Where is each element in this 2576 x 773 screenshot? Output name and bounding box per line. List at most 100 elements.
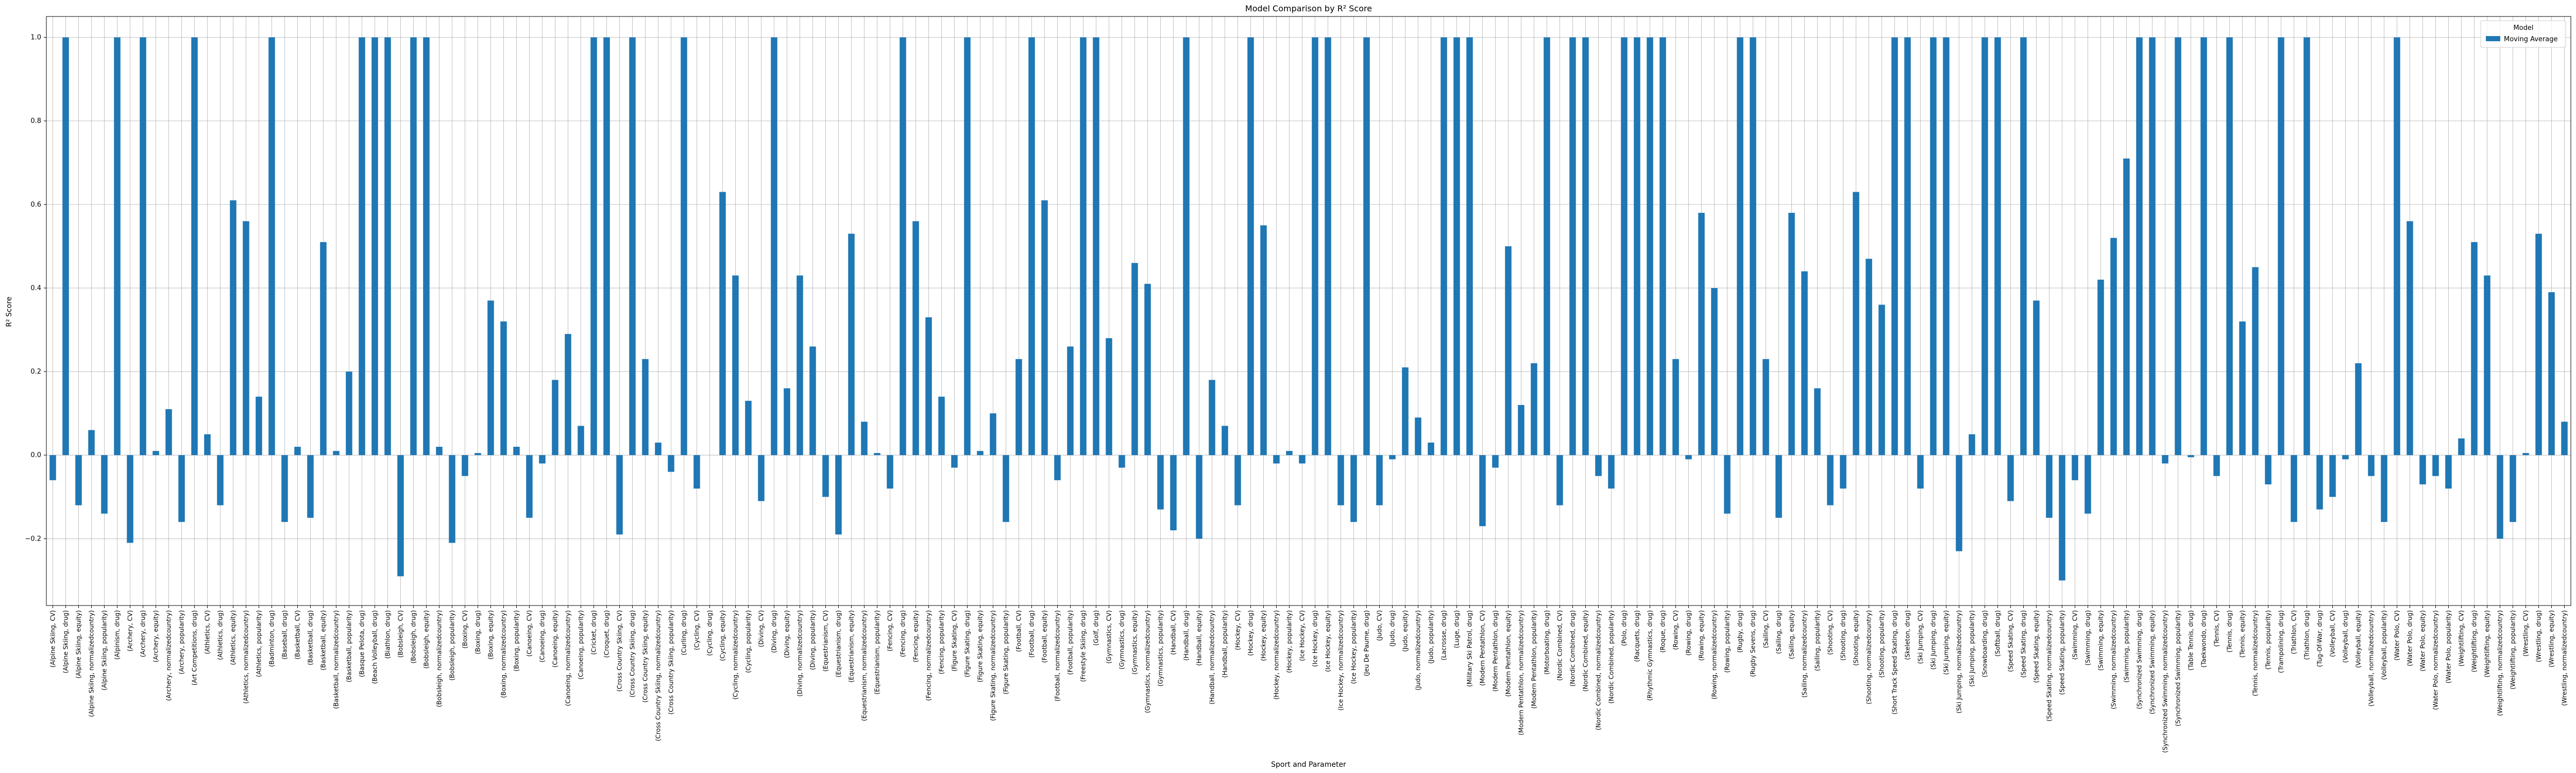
bar — [616, 455, 623, 535]
y-tick-label: 0.6 — [30, 201, 41, 209]
bar — [371, 37, 378, 456]
x-tick-label: (Diving, equity) — [784, 610, 791, 658]
x-tick-label: (Volleyball, drug) — [2342, 610, 2349, 663]
x-tick-label: (Modern Pentathlon, normalizedcountry) — [1518, 610, 1525, 735]
bar — [359, 37, 365, 456]
x-tick-label: (Athletics, drug) — [217, 610, 224, 660]
x-tick-label: (Badminton, drug) — [268, 610, 276, 667]
x-tick-label: (Equestrianism, popularity) — [874, 610, 881, 695]
bar — [2497, 455, 2503, 539]
x-tick-label: (Weightlifting, popularity) — [2510, 610, 2517, 690]
x-tick-label: (Bobsleigh, popularity) — [449, 610, 456, 681]
x-tick-label: (Tennis, popularity) — [2265, 610, 2272, 669]
legend-box — [2480, 20, 2566, 48]
x-tick-label: (Sailing, CV) — [1762, 610, 1770, 648]
x-tick-label: (Cross Country Skiing, equity) — [642, 610, 649, 702]
x-tick-label: (Athletics, CV) — [204, 610, 211, 654]
x-tick-label: (Cross Country Skiing, popularity) — [668, 610, 675, 715]
x-tick-label: (Ski Jumping, CV) — [1917, 610, 1924, 664]
bar — [1196, 455, 1202, 539]
bar — [1440, 37, 1447, 456]
x-tick-label: (Tennis, normalizedcountry) — [2252, 610, 2259, 696]
bar — [565, 334, 571, 456]
bar — [1917, 455, 1924, 489]
bar — [848, 233, 855, 456]
bar — [1054, 455, 1061, 480]
bar — [165, 409, 172, 456]
bar — [2278, 37, 2284, 456]
bar — [1544, 37, 1550, 456]
bar — [1724, 455, 1731, 514]
bar — [874, 453, 880, 456]
bar — [1788, 213, 1795, 456]
bar — [2213, 455, 2220, 476]
bar — [1234, 455, 1241, 506]
x-tick-label: (Figure Skating, drug) — [964, 610, 971, 677]
bar — [1080, 37, 1087, 456]
x-tick-label: (Speed Skating, equity) — [2033, 610, 2040, 683]
x-tick-label: (Rowing, equity) — [1698, 610, 1705, 661]
bar — [771, 37, 777, 456]
x-tick-label: (Judo, equity) — [1402, 610, 1409, 652]
x-tick-label: (Equestrianism, CV) — [822, 610, 829, 671]
bar — [191, 37, 198, 456]
bar — [1131, 263, 1138, 456]
x-tick-label: (Table Tennis, drug) — [2188, 610, 2195, 670]
bar — [861, 422, 868, 456]
x-tick-label: (Basketball, drug) — [307, 610, 314, 665]
bar — [230, 200, 236, 456]
bar — [1659, 37, 1666, 456]
bar — [964, 37, 971, 456]
bar — [243, 221, 249, 456]
bar — [2200, 37, 2207, 456]
bar — [900, 37, 906, 456]
x-tick-label: (Speed Skating, popularity) — [2059, 610, 2066, 695]
x-tick-label: (Baseball, drug) — [281, 610, 289, 660]
x-tick-label: (Boxing, normalizedcountry) — [500, 610, 507, 698]
bar — [2097, 279, 2104, 456]
x-tick-label: (Volleyball, CV) — [2329, 610, 2336, 657]
x-tick-label: (Shooting, drug) — [1840, 610, 1847, 661]
x-tick-label: (Equestrianism, normalizedcountry) — [861, 610, 868, 721]
x-tick-label: (Boxing, popularity) — [513, 610, 520, 671]
plot-frame — [46, 16, 2571, 606]
x-tick-label: (Trampolining, drug) — [2278, 610, 2285, 673]
x-tick-label: (Swimming, normalizedcountry) — [2110, 610, 2117, 709]
bar — [1737, 37, 1743, 456]
bar — [2265, 455, 2272, 484]
bar — [2175, 37, 2181, 456]
bar — [2033, 300, 2040, 456]
bar — [62, 37, 69, 456]
x-tick-label: (Handball, drug) — [1183, 610, 1190, 661]
bar — [140, 37, 146, 456]
legend-label: Moving Average — [2504, 36, 2557, 43]
x-tick-label: (Figure Skating, equity) — [977, 610, 984, 682]
x-tick-label: (Wrestling, CV) — [2522, 610, 2530, 657]
bar — [951, 455, 958, 468]
x-tick-label: (Sailing, popularity) — [1814, 610, 1821, 671]
legend-swatch — [2486, 36, 2500, 41]
x-tick-label: (Equestrianism, equity) — [848, 610, 855, 682]
bar — [668, 455, 674, 472]
bar — [2007, 455, 2014, 501]
bar — [256, 396, 262, 456]
bar — [2188, 455, 2194, 458]
bar — [681, 37, 687, 456]
bar — [1853, 192, 1859, 456]
x-tick-label: (Ice Hockey, popularity) — [1350, 610, 1358, 684]
x-tick-label: (Ice Hockey, normalizedcountry) — [1337, 610, 1345, 711]
bar — [2484, 275, 2490, 456]
bar — [1647, 37, 1653, 456]
bar — [75, 455, 82, 506]
x-tick-label: (Volleyball, normalizedcountry) — [2368, 610, 2375, 707]
bar — [2291, 455, 2297, 522]
x-tick-label: (Fencing, drug) — [900, 610, 907, 657]
bar — [1312, 37, 1318, 456]
x-tick-label: (Fencing, CV) — [887, 610, 894, 651]
x-tick-label: (Ice Hockey, drug) — [1312, 610, 1319, 667]
bar — [1698, 213, 1705, 456]
x-tick-label: (Cross Country Skiing, drug) — [629, 610, 636, 697]
bar — [1337, 455, 1344, 506]
x-tick-label: (Speed Skating, drug) — [2020, 610, 2027, 678]
